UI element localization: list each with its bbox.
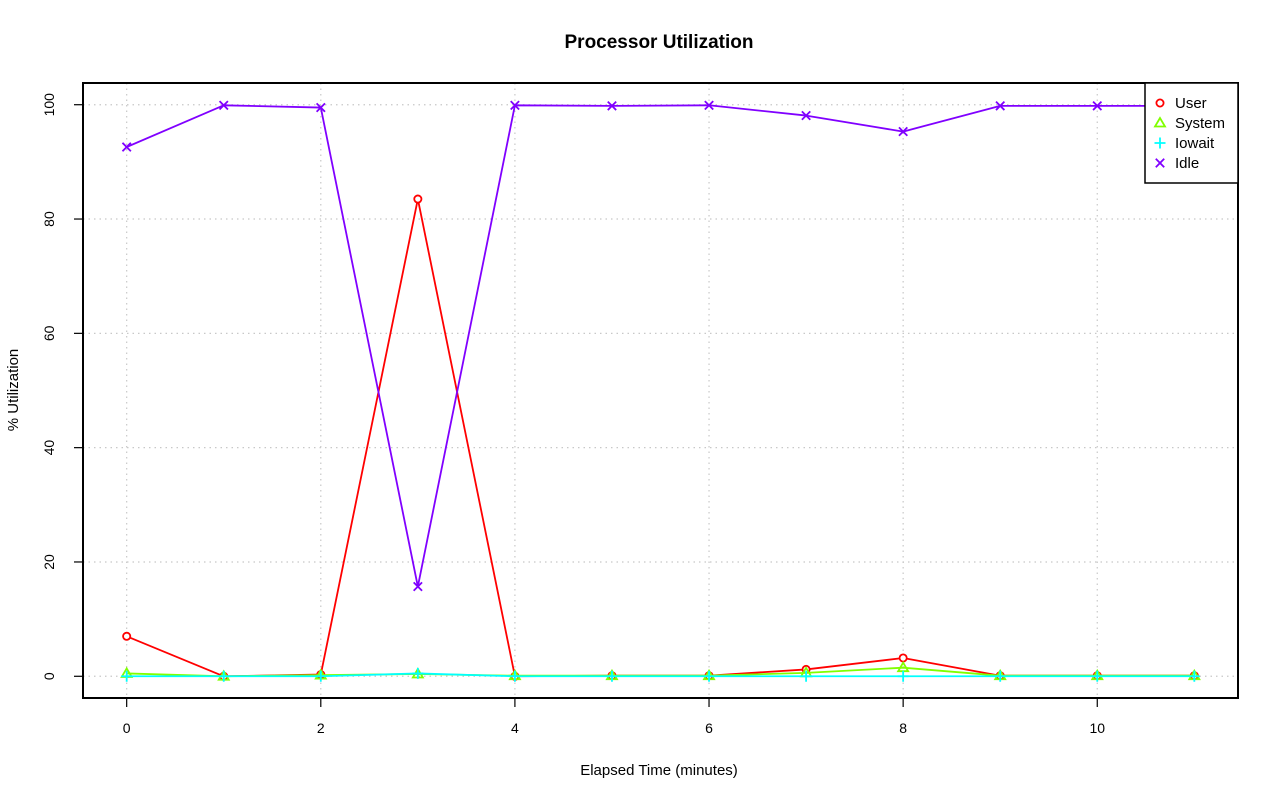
iowait-line (126, 672, 1195, 678)
series-idle (121, 100, 1200, 592)
legend-system-label: System (1175, 115, 1225, 132)
idle-point (995, 101, 1006, 111)
system-line (126, 666, 1195, 678)
idle-point (607, 101, 617, 111)
user-point (898, 653, 908, 663)
legend-idle-marker (1155, 158, 1165, 168)
y-tick-label: 40 (41, 440, 57, 456)
iowait-point (121, 670, 133, 682)
idle-point (1092, 101, 1103, 111)
x-tick-label: 2 (317, 720, 325, 736)
legend: User System Iowait Idle (1144, 82, 1239, 184)
x-axis-title: Elapsed Time (minutes) (580, 762, 738, 779)
idle-point (801, 110, 811, 121)
user-point (413, 194, 423, 204)
y-tick-label: 20 (41, 554, 57, 570)
iowait-point (315, 670, 327, 682)
iowait-point (1091, 670, 1103, 682)
iowait-point (606, 670, 618, 682)
iowait-point (897, 670, 909, 682)
legend-iowait-label: Iowait (1175, 135, 1215, 152)
chart-title: Processor Utilization (565, 32, 754, 53)
y-tick-label: 100 (41, 93, 57, 117)
x-tick-label: 0 (123, 720, 131, 736)
iowait-point (800, 670, 812, 682)
idle-point (121, 142, 132, 152)
iowait-point (1188, 670, 1200, 682)
grid (83, 83, 1238, 698)
plot-frame (82, 82, 1239, 699)
x-tick-label: 6 (705, 720, 713, 736)
idle-point (898, 126, 908, 137)
iowait-point (509, 670, 521, 682)
iowait-point (218, 670, 230, 682)
series-system (120, 660, 1201, 681)
x-tick-label: 8 (899, 720, 907, 736)
idle-point (315, 102, 326, 113)
legend-iowait-marker (1154, 137, 1166, 149)
iowait-point (994, 670, 1006, 682)
idle-point (413, 581, 423, 592)
idle-point (704, 100, 714, 111)
series-iowait (121, 667, 1200, 682)
x-tick-label: 10 (1089, 720, 1105, 736)
legend-user-label: User (1175, 95, 1207, 112)
plot-series (120, 100, 1201, 682)
y-axis-title: % Utilization (5, 349, 22, 432)
y-tick-label: 80 (41, 211, 57, 227)
iowait-point (703, 670, 715, 682)
series-user (122, 194, 1199, 681)
user-point (122, 631, 132, 641)
user-line (126, 198, 1195, 678)
y-tick-label: 0 (41, 672, 57, 680)
idle-line (126, 104, 1195, 588)
iowait-point (412, 667, 424, 679)
y-tick-label: 60 (41, 325, 57, 341)
x-tick-label: 4 (511, 720, 519, 736)
legend-idle-label: Idle (1175, 155, 1199, 172)
idle-point (510, 100, 520, 111)
legend-system-marker (1153, 116, 1167, 128)
idle-point (218, 100, 229, 111)
legend-user-marker (1155, 98, 1165, 108)
